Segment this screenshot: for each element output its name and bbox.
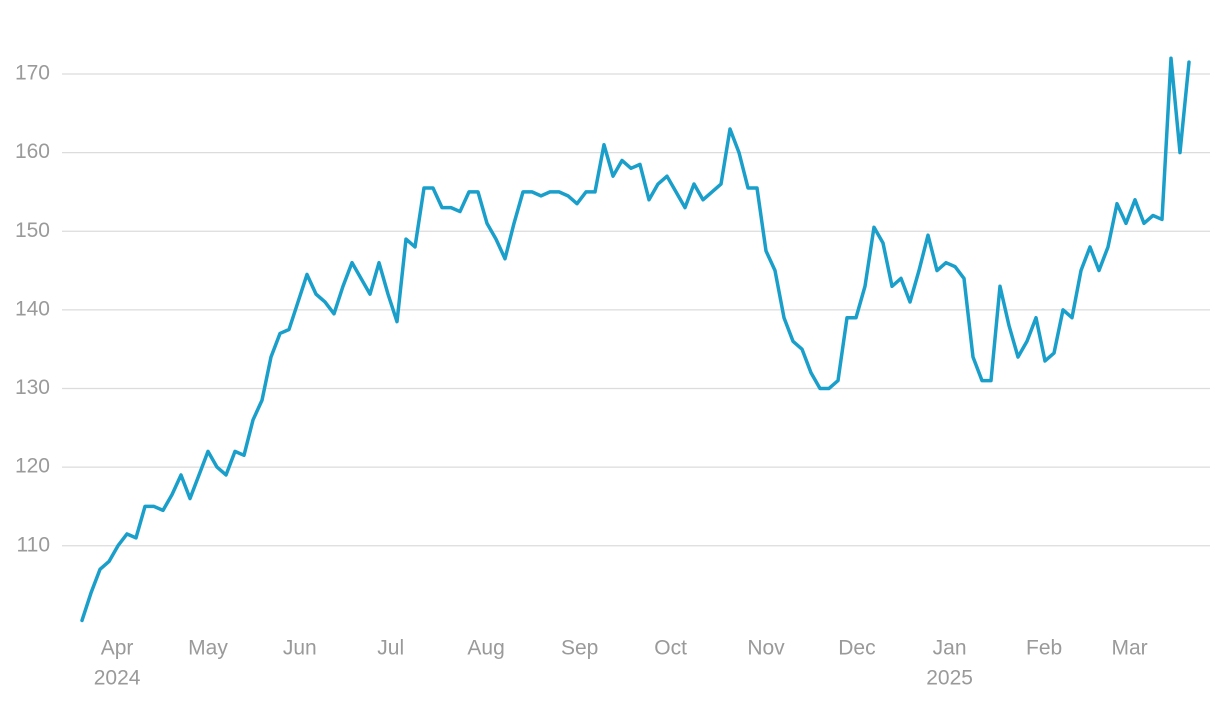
y-tick-label: 130 — [15, 376, 50, 399]
x-tick-label: Jun — [283, 637, 317, 660]
x-tick-label: Oct — [654, 637, 687, 660]
x-tick-label: Nov — [747, 637, 785, 660]
line-series — [80, 56, 1191, 623]
x-tick-label: Mar — [1112, 637, 1148, 660]
x-year-label: 2024 — [94, 667, 141, 690]
x-tick-label: May — [188, 637, 228, 660]
y-tick-label: 170 — [15, 62, 50, 85]
x-tick-label: Dec — [838, 637, 875, 660]
x-tick-label: Jul — [377, 637, 404, 660]
x-tick-label: Sep — [561, 637, 598, 660]
x-year-label: 2025 — [926, 667, 973, 690]
y-tick-label: 160 — [15, 140, 50, 163]
x-tick-label: Feb — [1026, 637, 1062, 660]
y-tick-label: 140 — [15, 297, 50, 320]
x-tick-label: Aug — [467, 637, 504, 660]
y-tick-label: 150 — [15, 219, 50, 242]
y-tick-label: 120 — [15, 455, 50, 478]
x-tick-label: Jan — [933, 637, 967, 660]
y-tick-label: 110 — [17, 533, 50, 556]
x-tick-label: Apr — [101, 637, 134, 660]
